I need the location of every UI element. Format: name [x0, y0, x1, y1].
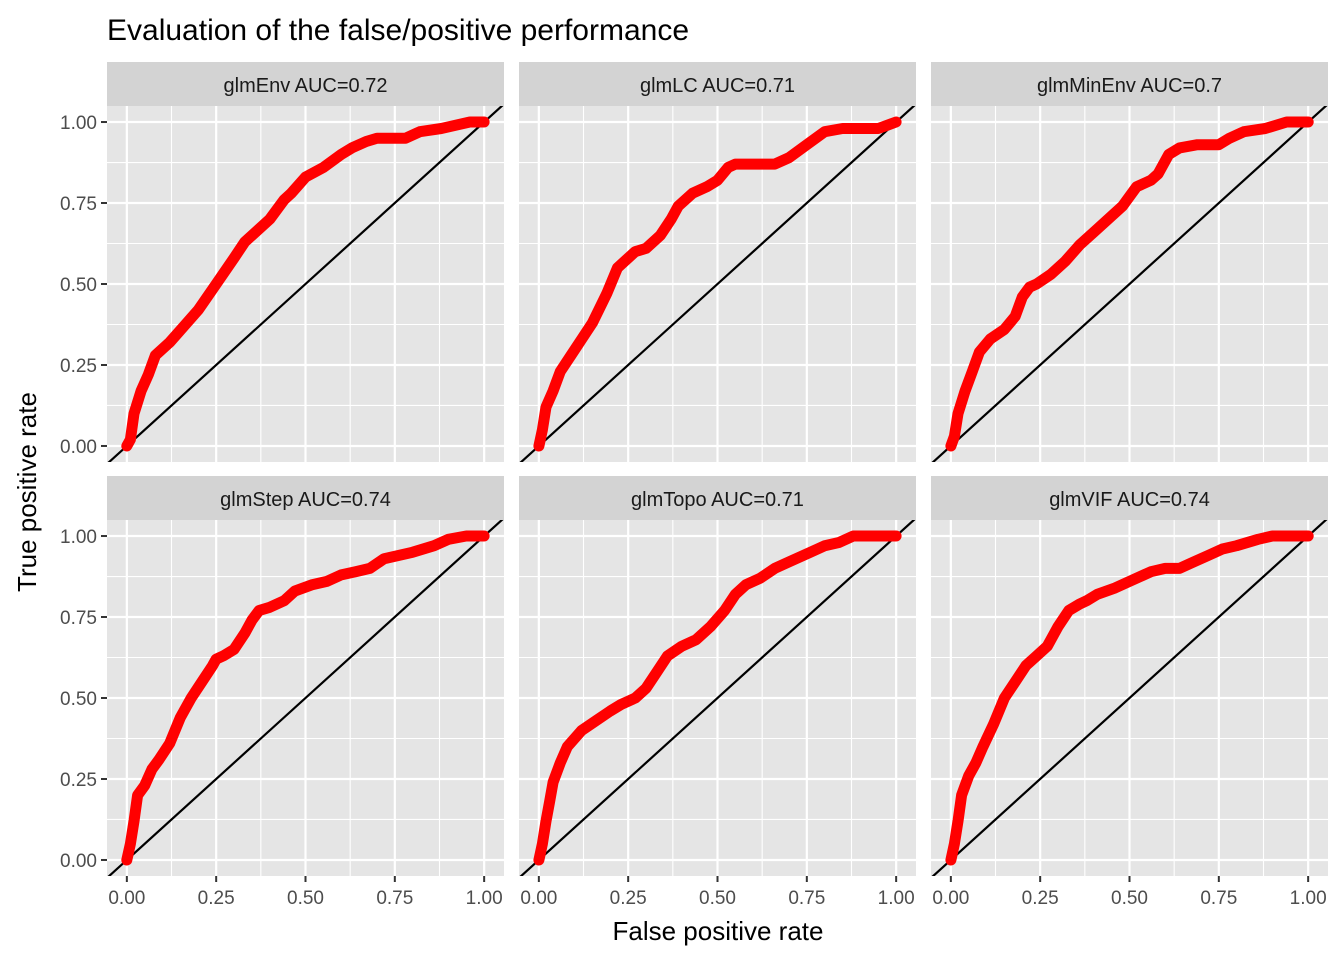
diagonal-reference-line [931, 520, 1328, 876]
y-tick-label: 0.50 [60, 689, 97, 710]
x-tick-label: 1.00 [1290, 888, 1327, 909]
x-tick-label: 0.25 [1022, 888, 1059, 909]
strip-background [519, 476, 916, 520]
chart-title: Evaluation of the false/positive perform… [107, 14, 689, 47]
diagonal-reference-line [519, 520, 916, 876]
diagonal-reference-line [107, 106, 504, 462]
strip-background [931, 476, 1328, 520]
y-tick-label: 0.00 [60, 851, 97, 872]
panel-2: glmLC AUC=0.71 [519, 62, 916, 462]
strip-label: glmTopo AUC=0.71 [631, 489, 804, 511]
y-tick-label: 0.50 [60, 275, 97, 296]
y-tick-label: 0.75 [60, 608, 97, 629]
strip-label: glmStep AUC=0.74 [220, 489, 391, 511]
diagonal-reference-line [519, 106, 916, 462]
x-tick-label: 0.75 [376, 888, 413, 909]
strip-background [519, 62, 916, 106]
x-tick-label: 0.75 [1200, 888, 1237, 909]
y-tick-label: 0.25 [60, 356, 97, 377]
x-tick-label: 0.50 [699, 888, 736, 909]
y-tick-label: 1.00 [60, 113, 97, 134]
strip-label: glmVIF AUC=0.74 [1049, 489, 1210, 511]
strip-background [107, 62, 504, 106]
x-tick-label: 0.00 [108, 888, 145, 909]
diagonal-reference-line [931, 106, 1328, 462]
x-tick-label: 0.00 [932, 888, 969, 909]
y-tick-label: 0.75 [60, 194, 97, 215]
x-tick-label: 0.25 [198, 888, 235, 909]
y-axis-label: True positive rate [12, 392, 42, 592]
x-axis-label: False positive rate [613, 916, 824, 946]
strip-background [931, 62, 1328, 106]
panel-4: glmStep AUC=0.74 0.00 0.25 0.50 0.75 1.00 0.00… [60, 476, 504, 909]
x-tick-label: 0.75 [788, 888, 825, 909]
roc-curve [121, 116, 490, 452]
panel-5: glmTopo AUC=0.71 0.00 0.25 0.50 0.75 1.00 [519, 476, 916, 909]
roc-curve [533, 116, 902, 452]
panel-3: glmMinEnv AUC=0.7 [931, 62, 1328, 462]
x-tick-label: 0.50 [287, 888, 324, 909]
y-tick-label: 0.25 [60, 770, 97, 791]
roc-curve [945, 116, 1314, 452]
x-tick-label: 1.00 [466, 888, 503, 909]
roc-curve [121, 530, 490, 866]
roc-curve [945, 530, 1314, 866]
panel-1: glmEnv AUC=0.72 0.00 0.25 0.50 0.75 1.00 [60, 62, 504, 462]
x-tick-label: 0.50 [1111, 888, 1148, 909]
y-tick-label: 1.00 [60, 527, 97, 548]
x-tick-label: 1.00 [878, 888, 915, 909]
roc-curve [533, 530, 902, 866]
x-tick-label: 0.25 [610, 888, 647, 909]
panel-6: glmVIF AUC=0.74 0.00 0.25 0.50 0.75 1.00 [931, 476, 1328, 909]
y-tick-label: 0.00 [60, 437, 97, 458]
strip-label: glmMinEnv AUC=0.7 [1037, 75, 1222, 97]
panels-group: glmEnv AUC=0.72 0.00 0.25 0.50 0.75 1.00 glmLC… [60, 62, 1328, 909]
strip-background [107, 476, 504, 520]
x-tick-label: 0.00 [520, 888, 557, 909]
strip-label: glmEnv AUC=0.72 [224, 75, 388, 97]
strip-label: glmLC AUC=0.71 [640, 75, 795, 97]
diagonal-reference-line [107, 520, 504, 876]
